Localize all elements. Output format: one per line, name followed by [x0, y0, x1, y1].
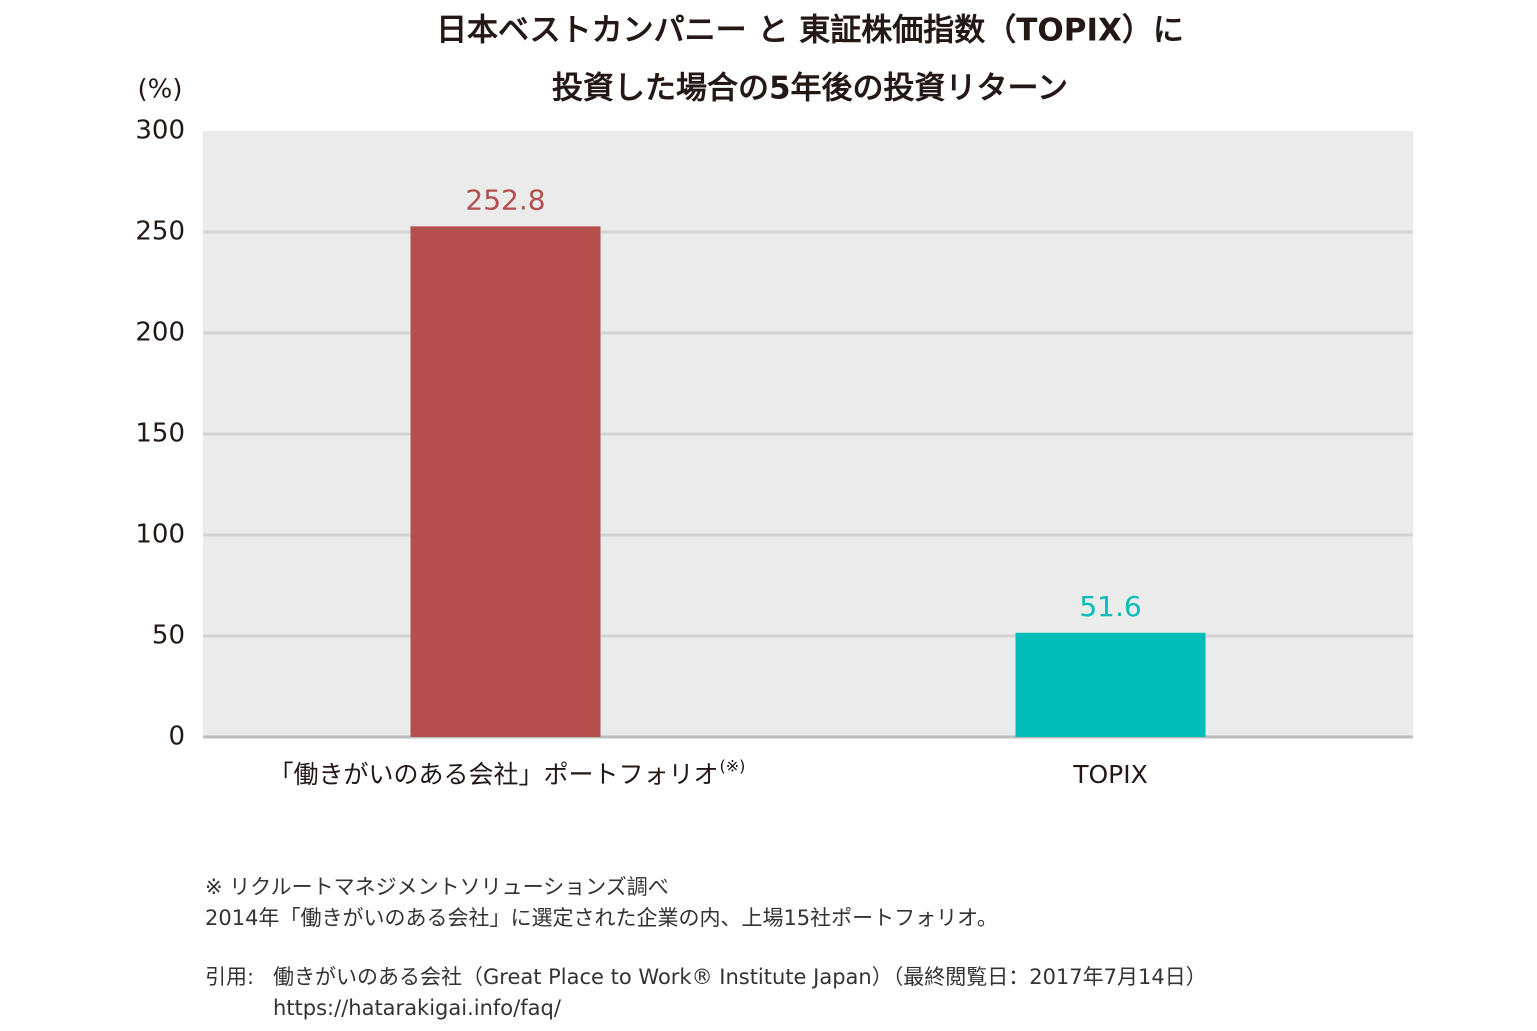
source-label: 引用:	[205, 965, 254, 989]
chart-title: 日本ベストカンパニー と 東証株価指数（TOPIX）に	[436, 13, 1184, 49]
y-tick-label: 300	[135, 116, 185, 146]
y-axis-label: (%)	[138, 75, 183, 105]
bar	[1015, 632, 1206, 737]
y-tick-label: 200	[135, 318, 185, 348]
value-label: 252.8	[465, 183, 545, 216]
footnote-marker: (※)	[720, 757, 746, 776]
y-tick-label: 100	[135, 520, 185, 550]
source-url: https://hatarakigai.info/faq/	[273, 996, 562, 1020]
chart-title: 投資した場合の5年後の投資リターン	[552, 71, 1068, 107]
x-tick-label: TOPIX	[1072, 760, 1148, 789]
footnote: ※ リクルートマネジメントソリューションズ調べ	[205, 875, 669, 899]
y-tick-label: 50	[152, 621, 185, 651]
footnote: 2014年「働きがいのある会社」に選定された企業の内、上場15社ポートフォリオ。	[205, 906, 998, 930]
y-tick-label: 0	[168, 722, 185, 752]
source: 働きがいのある会社（Great Place to Work® Institute…	[273, 965, 1207, 989]
bar	[410, 226, 601, 737]
y-tick-label: 250	[135, 217, 185, 247]
value-label: 51.6	[1079, 590, 1141, 623]
x-tick-label: 「働きがいのある会社」ポートフォリオ	[268, 760, 718, 789]
y-tick-label: 150	[135, 419, 185, 449]
